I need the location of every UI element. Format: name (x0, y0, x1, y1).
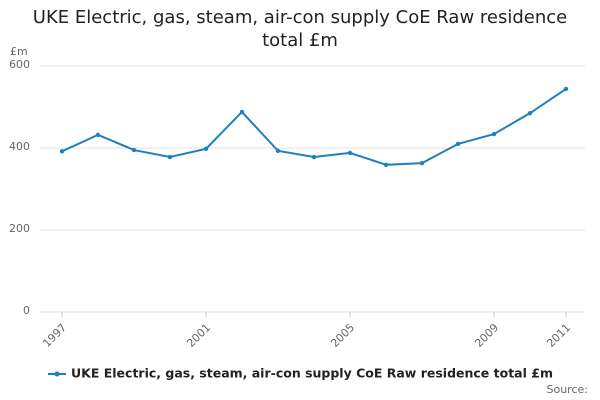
data-point (131, 147, 137, 153)
data-point (383, 162, 389, 168)
data-point (455, 141, 461, 147)
y-tick-label: 0 (23, 304, 30, 317)
series-line (61, 88, 567, 166)
source: Source: (547, 383, 589, 396)
legend-label: UKE Electric, gas, steam, air-con supply… (71, 366, 553, 381)
chart-title: UKE Electric, gas, steam, air-con supply… (32, 7, 568, 51)
y-tick-label: 600 (9, 58, 30, 71)
y-tick-label: 200 (9, 222, 30, 235)
data-point (203, 146, 209, 152)
data-point (167, 154, 173, 160)
data-point (563, 86, 569, 92)
legend-marker (54, 371, 60, 377)
y-unit: £m (10, 45, 28, 58)
data-point (419, 160, 425, 166)
x-tick-label: 1997 (40, 321, 69, 350)
data-point (527, 110, 533, 116)
x-tick-label: 2005 (328, 321, 357, 350)
data-point (95, 132, 101, 138)
data-point (59, 149, 65, 154)
y-tick-label: 400 (9, 140, 30, 153)
x-tick-label: 2011 (544, 321, 573, 350)
x-tick-label: 2001 (184, 321, 213, 350)
data-point (347, 150, 353, 156)
data-point (239, 109, 245, 115)
data-point (275, 148, 281, 154)
x-tick-label: 2009 (472, 321, 501, 350)
data-point (311, 154, 317, 160)
data-point (491, 131, 497, 137)
